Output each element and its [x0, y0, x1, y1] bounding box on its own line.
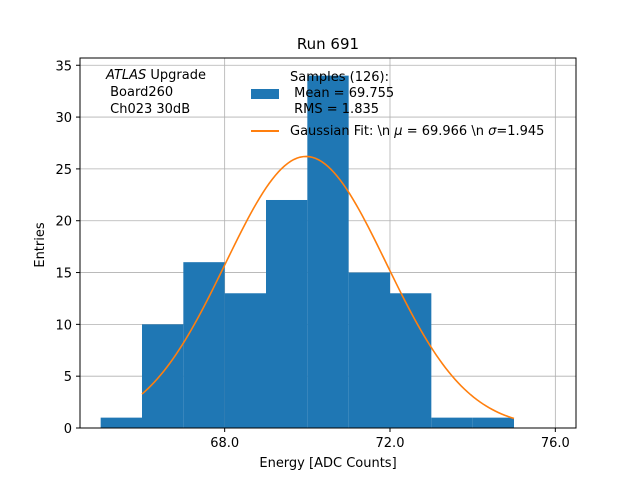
annotation-atlas: ATLAS [105, 68, 146, 83]
plot-area-frame [79, 57, 577, 429]
y-axis-label: Entries [33, 222, 48, 268]
annotation-line-3: Ch023 30dB [106, 102, 190, 117]
y-tick-label: 15 [55, 267, 72, 282]
chart-title: Run 691 [297, 35, 359, 53]
legend-samples-line-1: Samples (126): [290, 70, 389, 85]
legend-fit-sigma: σ [488, 124, 497, 139]
y-tick-label: 30 [55, 111, 72, 126]
histogram-bars [100, 75, 514, 428]
histogram-bar [307, 75, 349, 428]
y-tick-label: 20 [55, 215, 72, 230]
y-tick-label: 0 [64, 422, 72, 437]
y-tick-label: 10 [55, 318, 72, 333]
histogram-bar [142, 324, 184, 428]
x-axis-label: Energy [ADC Counts] [259, 456, 396, 471]
gaussian-fit-layer [141, 155, 515, 420]
atlas-annotation: ATLAS Upgrade Board260 Ch023 30dB [105, 68, 206, 117]
legend: Samples (126): Mean = 69.755 RMS = 1.835… [251, 70, 544, 139]
histogram-bar [183, 262, 225, 428]
legend-fit-suffix: =1.945 [496, 124, 544, 139]
legend-fit-mid: = 69.966 \n [403, 124, 489, 139]
histogram-bar [472, 417, 514, 428]
y-tick-label: 25 [55, 163, 72, 178]
annotation-line-1: ATLAS Upgrade [105, 68, 206, 83]
legend-samples-swatch [251, 89, 279, 99]
histogram-bar [266, 199, 308, 428]
x-tick-label: 72.0 [376, 436, 405, 451]
histogram-bar [431, 417, 473, 428]
y-tick-label: 5 [64, 370, 72, 385]
histogram-bar [390, 293, 432, 428]
legend-fit-mu: μ [393, 124, 402, 139]
annotation-upgrade: Upgrade [146, 68, 206, 83]
x-tick-label: 76.0 [541, 436, 570, 451]
histogram-bar [100, 417, 142, 428]
x-tick-label: 68.0 [210, 436, 239, 451]
axis-ticks: 68.0 72.0 76.0 0 5 10 15 20 25 30 35 [55, 59, 569, 451]
annotation-line-2: Board260 [106, 85, 173, 100]
y-tick-label: 35 [55, 59, 72, 74]
legend-fit-prefix: Gaussian Fit: \n [290, 124, 394, 139]
legend-fit-label: Gaussian Fit: \n μ = 69.966 \n σ=1.945 [290, 124, 544, 139]
legend-samples-line-2: Mean = 69.755 [290, 86, 394, 101]
gaussian-fit-curve [141, 155, 515, 420]
histogram-bar [224, 293, 266, 428]
histogram-bar [348, 272, 390, 428]
legend-samples-line-3: RMS = 1.835 [290, 102, 379, 117]
